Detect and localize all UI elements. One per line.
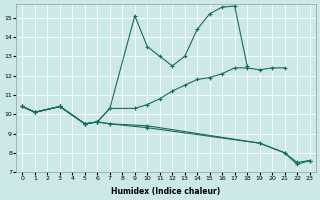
X-axis label: Humidex (Indice chaleur): Humidex (Indice chaleur) — [111, 187, 221, 196]
